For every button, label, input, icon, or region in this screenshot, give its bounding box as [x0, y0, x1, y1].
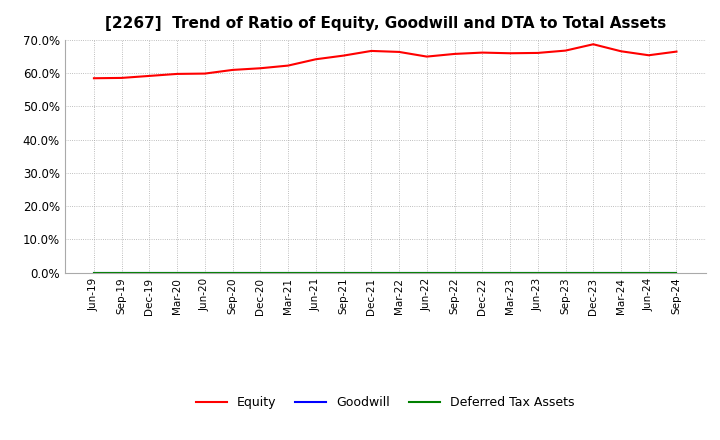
Goodwill [284, 270, 292, 275]
Equity [228, 67, 237, 73]
Deferred Tax Assets [395, 270, 403, 275]
Goodwill [201, 270, 210, 275]
Equity [339, 53, 348, 58]
Deferred Tax Assets [228, 270, 237, 275]
Deferred Tax Assets [145, 270, 154, 275]
Deferred Tax Assets [367, 270, 376, 275]
Equity [505, 51, 514, 56]
Goodwill [228, 270, 237, 275]
Equity [145, 73, 154, 79]
Deferred Tax Assets [201, 270, 210, 275]
Equity [395, 49, 403, 55]
Goodwill [561, 270, 570, 275]
Goodwill [395, 270, 403, 275]
Goodwill [256, 270, 265, 275]
Goodwill [145, 270, 154, 275]
Equity [561, 48, 570, 53]
Deferred Tax Assets [450, 270, 459, 275]
Equity [201, 71, 210, 76]
Equity [256, 66, 265, 71]
Equity [312, 57, 320, 62]
Deferred Tax Assets [616, 270, 625, 275]
Deferred Tax Assets [117, 270, 126, 275]
Goodwill [89, 270, 98, 275]
Deferred Tax Assets [534, 270, 542, 275]
Deferred Tax Assets [423, 270, 431, 275]
Equity [478, 50, 487, 55]
Deferred Tax Assets [339, 270, 348, 275]
Equity [534, 50, 542, 55]
Equity [284, 63, 292, 68]
Deferred Tax Assets [89, 270, 98, 275]
Deferred Tax Assets [173, 270, 181, 275]
Goodwill [117, 270, 126, 275]
Goodwill [616, 270, 625, 275]
Equity [423, 54, 431, 59]
Goodwill [339, 270, 348, 275]
Goodwill [478, 270, 487, 275]
Legend: Equity, Goodwill, Deferred Tax Assets: Equity, Goodwill, Deferred Tax Assets [191, 391, 580, 414]
Deferred Tax Assets [644, 270, 653, 275]
Title: [2267]  Trend of Ratio of Equity, Goodwill and DTA to Total Assets: [2267] Trend of Ratio of Equity, Goodwil… [104, 16, 666, 32]
Goodwill [672, 270, 681, 275]
Equity [173, 71, 181, 77]
Equity [589, 42, 598, 47]
Equity [616, 48, 625, 54]
Equity [117, 75, 126, 81]
Goodwill [450, 270, 459, 275]
Deferred Tax Assets [589, 270, 598, 275]
Deferred Tax Assets [312, 270, 320, 275]
Deferred Tax Assets [561, 270, 570, 275]
Goodwill [534, 270, 542, 275]
Equity [450, 51, 459, 57]
Equity [672, 49, 681, 54]
Goodwill [644, 270, 653, 275]
Equity [89, 76, 98, 81]
Goodwill [312, 270, 320, 275]
Goodwill [423, 270, 431, 275]
Deferred Tax Assets [284, 270, 292, 275]
Line: Equity: Equity [94, 44, 677, 78]
Deferred Tax Assets [672, 270, 681, 275]
Deferred Tax Assets [256, 270, 265, 275]
Deferred Tax Assets [505, 270, 514, 275]
Goodwill [367, 270, 376, 275]
Deferred Tax Assets [478, 270, 487, 275]
Goodwill [173, 270, 181, 275]
Equity [367, 48, 376, 54]
Equity [644, 53, 653, 58]
Goodwill [505, 270, 514, 275]
Goodwill [589, 270, 598, 275]
